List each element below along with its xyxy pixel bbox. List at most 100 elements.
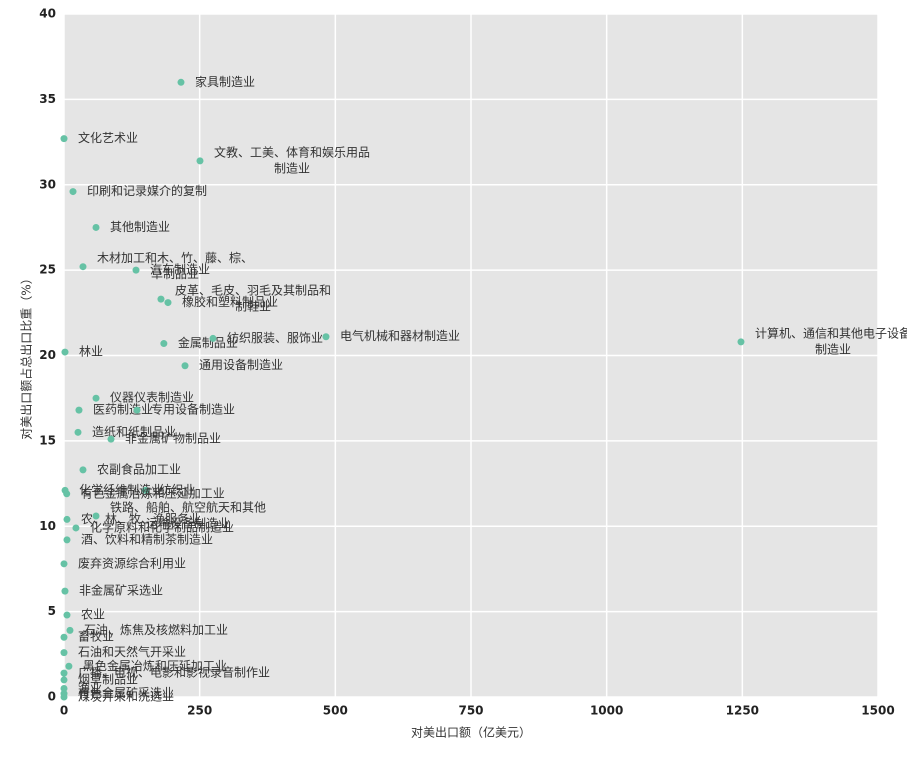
point [92, 512, 100, 520]
label-line: 纺织业 [159, 483, 195, 497]
point-label: 非金属矿采选业 [79, 583, 163, 598]
label-line: 其他制造业 [110, 220, 170, 234]
point [61, 587, 69, 595]
point-label: 酒、饮料和精制茶制造业 [81, 531, 213, 546]
y-axis-label: 对美出口额占总出口比重（%） [19, 272, 34, 439]
point [196, 157, 204, 165]
x-axis-label: 对美出口额（亿美元） [411, 725, 531, 740]
point [92, 394, 100, 402]
label-line: 黑色金属冶炼和压延加工业 [83, 658, 227, 673]
point [60, 560, 68, 568]
point [141, 486, 149, 494]
point-label: 畜牧业 [78, 629, 114, 644]
y-tick-label: 35 [39, 92, 56, 106]
x-tick-label: 1500 [861, 704, 894, 718]
point-label: 广播、电视、电影和影视录音制作业 [78, 665, 270, 680]
point-label: 木材加工和木、竹、藤、棕、草制品业 [97, 250, 253, 281]
label-line: 石油和天然气开采业 [78, 644, 186, 659]
label-line: 煤炭开采和洗选业 [78, 690, 174, 704]
label-line: 非金属矿物制品业 [125, 431, 221, 446]
label-line: 酒、饮料和精制茶制造业 [81, 531, 213, 546]
point-label: 纺织服装、服饰业 [227, 331, 323, 345]
label-line: 铁路、船舶、航空航天和其他 [110, 500, 266, 515]
y-tick-label: 5 [48, 604, 56, 618]
label-line: 石油、炼焦及核燃料加工业 [84, 622, 228, 637]
y-tick-label: 0 [48, 690, 56, 704]
y-tick-label: 25 [39, 263, 56, 277]
label-line: 非金属矿采选业 [79, 583, 163, 598]
point-label: 仪器仪表制造业 [110, 391, 194, 405]
label-line: 制造业 [815, 342, 851, 356]
point [60, 649, 68, 657]
x-tick-label: 250 [187, 704, 212, 718]
point-label: 黑色金属冶炼和压延加工业 [83, 658, 227, 673]
point-label: 其他制造业 [110, 220, 170, 234]
point [209, 334, 217, 342]
point [60, 633, 68, 641]
label-line: 文教、工美、体育和娱乐用品 [214, 144, 370, 159]
point [60, 135, 68, 143]
point [737, 338, 745, 346]
label-line: 计算机、通信和其他电子设备 [755, 325, 907, 340]
point [61, 348, 69, 356]
label-line: 制鞋业 [235, 299, 271, 314]
label-line: 有色金属矿采选业 [78, 685, 174, 700]
point-label: 农、林、牧、渔服务业 [81, 511, 201, 526]
label-line: 印刷和记录媒介的复制 [87, 183, 207, 198]
label-line: 制造业 [274, 161, 310, 175]
point [160, 340, 168, 348]
point [157, 295, 165, 303]
label-line: 纺织服装、服饰业 [227, 331, 323, 345]
point-label: 石油、炼焦及核燃料加工业 [84, 622, 228, 637]
y-tick-label: 10 [39, 519, 56, 533]
point-label: 纺织业 [159, 483, 195, 497]
point [72, 524, 80, 532]
point [63, 611, 71, 619]
y-tick-label: 30 [39, 177, 56, 191]
label-line: 造纸和纸制品业 [92, 425, 176, 439]
label-line: 专用设备制造业 [151, 402, 235, 417]
point-label: 有色金属冶炼和压延加工业 [81, 485, 225, 500]
point-label: 化学纤维制造业 [79, 482, 163, 497]
y-tick-label: 15 [39, 433, 56, 447]
point-label: 林业 [79, 345, 103, 359]
point [60, 669, 68, 677]
label-line: 农副食品加工业 [97, 461, 181, 476]
point-label: 医药制造业 [93, 403, 153, 417]
label-line: 橡胶和塑料制品业 [182, 294, 278, 309]
x-tick-label: 0 [60, 704, 68, 718]
y-tick-label: 20 [39, 348, 56, 362]
label-line: 有色金属冶炼和压延加工业 [81, 485, 225, 500]
point-label: 橡胶和塑料制品业 [182, 294, 278, 309]
label-line: 废弃资源综合利用业 [78, 555, 186, 570]
point-label: 有色金属矿采选业 [78, 685, 174, 700]
point [92, 223, 100, 231]
label-line: 金属制品业 [178, 335, 238, 350]
x-tick-label: 1000 [590, 704, 623, 718]
point [322, 333, 330, 341]
label-line: 渔业 [78, 681, 102, 695]
x-tick-label: 1250 [726, 704, 759, 718]
label-line: 烟草制品业 [78, 672, 138, 686]
point [60, 676, 68, 684]
point [79, 466, 87, 474]
label-line: 仪器仪表制造业 [110, 391, 194, 405]
label-line: 化学原料和化学制品制造业 [90, 519, 234, 534]
point [107, 435, 115, 443]
point-label: 汽车制造业 [150, 262, 210, 277]
point [164, 299, 172, 307]
point [63, 536, 71, 544]
point-label: 农业 [81, 608, 105, 622]
point-label: 石油和天然气开采业 [78, 644, 186, 659]
label-line: 草制品业 [151, 267, 199, 281]
point [181, 362, 189, 370]
point-label: 电气机械和器材制造业 [340, 328, 460, 343]
label-line: 通用设备制造业 [199, 358, 283, 372]
label-line: 文化艺术业 [78, 130, 138, 145]
label-line: 农业 [81, 608, 105, 622]
x-tick-label: 750 [458, 704, 483, 718]
point [60, 693, 68, 701]
point [79, 263, 87, 271]
point [132, 266, 140, 274]
